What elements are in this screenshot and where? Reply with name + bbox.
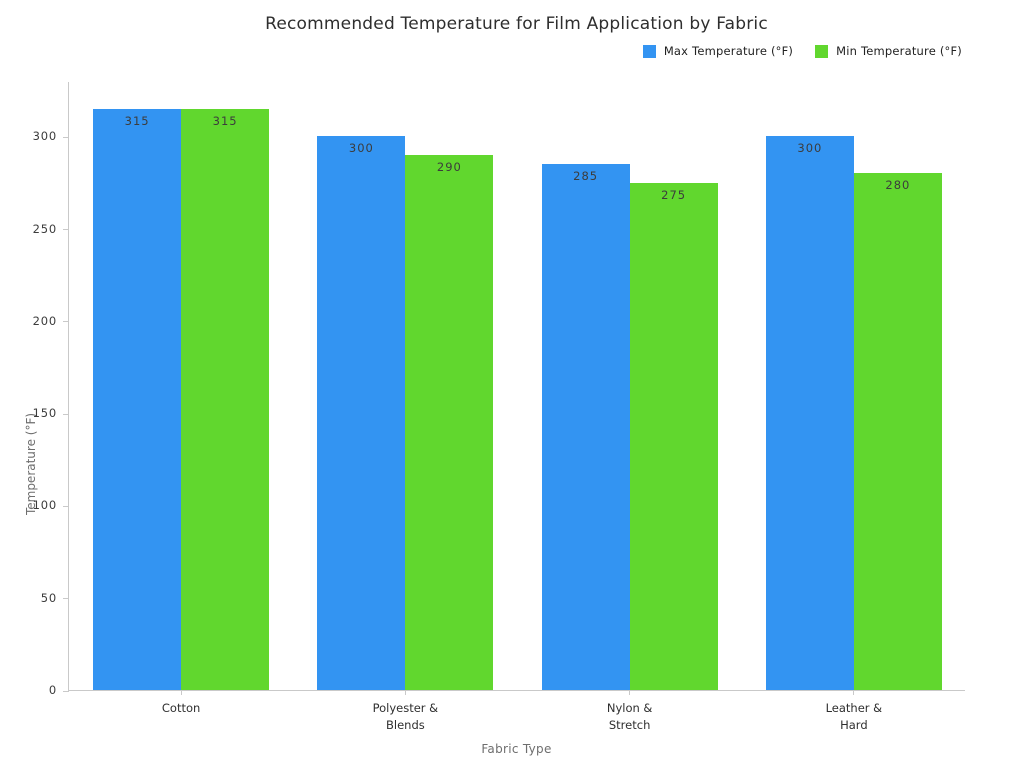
y-tick-mark [63,229,69,231]
legend-label-max: Max Temperature (°F) [663,44,794,58]
bar-value-label: 290 [436,159,462,174]
y-tick-mark [63,598,69,600]
bar-value-label: 315 [124,113,150,128]
plot-area: Temperature (°F) 0 50 100 150 200 250 300 315 30… [24,82,965,732]
x-category-label: Polyester & Blends [372,701,439,732]
y-tick-label: 250 [32,221,57,236]
bar-max: 300 [765,136,854,690]
bar-max: 315 [93,108,182,690]
bar-min: 275 [629,182,718,690]
bar-value-label: 280 [885,178,911,193]
legend-swatch-max [642,44,656,58]
y-tick-label: 100 [32,498,57,513]
legend: Max Temperature (°F) Min Temperature (°F… [642,44,962,58]
bar-value-label: 300 [348,141,374,156]
y-tick-mark [63,136,69,138]
y-tick-label: 50 [40,590,57,605]
bar-value-label: 315 [212,113,238,128]
x-tick-mark [180,690,182,695]
bar-min: 280 [853,173,942,690]
y-tick-label: 150 [32,406,57,421]
y-tick-mark [63,321,69,323]
y-tick-label: 200 [32,313,57,328]
y-tick-mark [63,690,69,692]
legend-item-min: Min Temperature (°F) [815,44,962,58]
legend-label-min: Min Temperature (°F) [836,44,962,58]
legend-item-max: Max Temperature (°F) [642,44,794,58]
bar-max: 285 [541,164,630,690]
bar-value-label: 285 [573,169,599,184]
x-tick-mark [629,690,631,695]
x-category-label: Nylon & Stretch [606,701,653,732]
bar-max: 300 [317,136,406,690]
y-tick-mark [63,505,69,507]
y-tick-label: 300 [32,129,57,144]
x-tick-mark [853,690,855,695]
x-tick-mark [404,690,406,695]
bar-value-label: 300 [797,141,823,156]
bar-value-label: 275 [661,187,687,202]
x-category-label: Cotton [161,701,201,715]
bar-min: 315 [181,108,270,690]
x-category-label: Leather & Hard [825,701,883,732]
x-axis-title: Fabric Type [481,742,552,756]
bar-min: 290 [405,154,494,690]
legend-swatch-min [815,44,829,58]
y-tick-label: 0 [48,683,57,697]
chart-title: Recommended Temperature for Film Applica… [265,14,768,34]
y-tick-mark [63,413,69,415]
